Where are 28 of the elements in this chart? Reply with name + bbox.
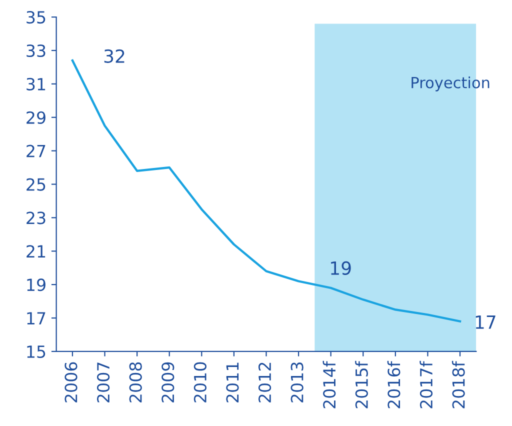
- y-tick-label: 35: [26, 11, 46, 24]
- x-tick-label: 2018f: [452, 360, 465, 408]
- x-tick-label: 2011: [226, 362, 239, 402]
- x-tick-label: 2006: [64, 362, 78, 402]
- x-tick-label: 2009: [162, 362, 174, 402]
- y-tick-label: 23: [26, 212, 46, 224]
- x-tick-label: 2017f: [420, 360, 433, 408]
- y-tick-label: 19: [27, 278, 46, 292]
- x-tick-label: 2012: [258, 362, 272, 402]
- annotation: 32: [104, 49, 124, 63]
- annotation: 19: [331, 261, 351, 275]
- y-tick-label: 33: [26, 44, 46, 58]
- x-tick-label: 2016f: [387, 360, 400, 408]
- x-tick-label: 2007: [96, 362, 110, 402]
- x-tick-label: 2013: [290, 362, 304, 402]
- y-tick-label: 15: [27, 346, 46, 358]
- x-tick-label: 2015f: [355, 360, 368, 408]
- y-tick-label: 21: [26, 245, 46, 258]
- band-label: Proyection: [412, 76, 490, 92]
- y-tick-label: 25: [26, 178, 46, 191]
- x-tick-label: 2014f: [322, 360, 336, 408]
- y-tick-label: 31: [26, 78, 46, 90]
- annotation: 17: [476, 316, 496, 329]
- x-tick-label: 2010: [194, 362, 206, 402]
- y-tick-label: 27: [26, 144, 46, 158]
- y-tick-label: 29: [26, 111, 46, 124]
- x-tick-label: 2008: [129, 362, 142, 402]
- y-tick-label: 17: [27, 312, 46, 324]
